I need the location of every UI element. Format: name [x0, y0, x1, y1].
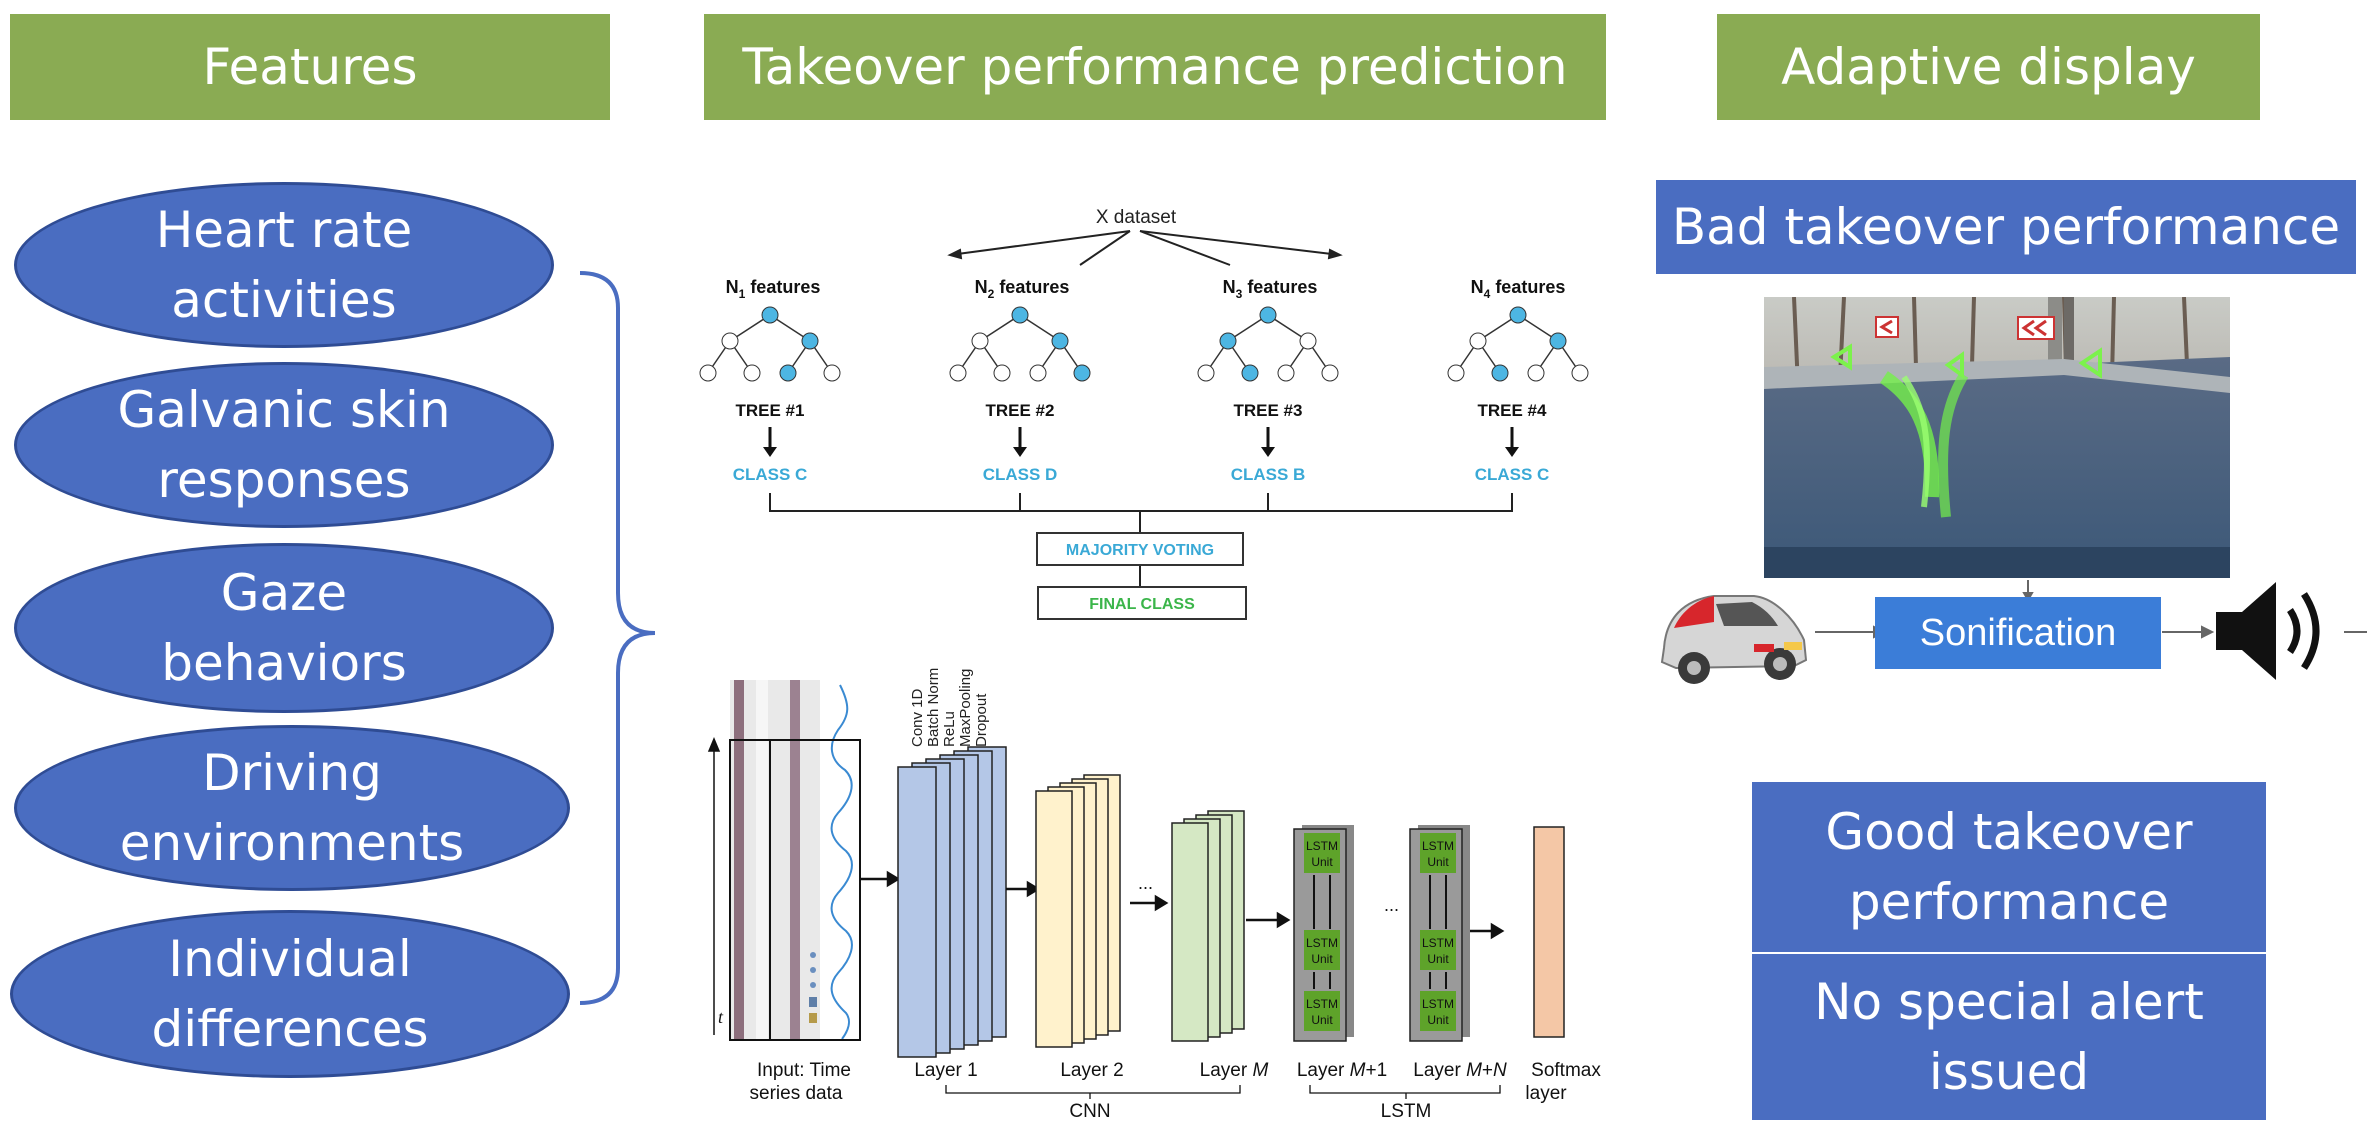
- lstm-block-1: LSTM Unit LSTM Unit LSTM Unit: [1293, 825, 1354, 1042]
- random-forest-diagram: X dataset N1 features TREE #1 CLASS C N2…: [699, 207, 1589, 620]
- layer-m-block: [1171, 810, 1245, 1042]
- group-brackets: [945, 1085, 1501, 1099]
- good-performance-box: Good takeover performance: [1752, 782, 2266, 952]
- header-prediction: Takeover performance prediction: [704, 14, 1606, 120]
- class-label: CLASS C: [1475, 465, 1550, 484]
- conv1d-label: Conv 1D: [909, 688, 926, 747]
- sonification-box: Sonification: [1875, 597, 2161, 669]
- lstm-unit-label: Unit: [1311, 855, 1333, 869]
- time-axis: [707, 737, 721, 1035]
- layer-2-label: Layer 2: [1060, 1060, 1123, 1081]
- tree-label: TREE #4: [1478, 401, 1548, 420]
- tree-2: N2 features TREE #2 CLASS D: [949, 277, 1091, 484]
- class-label: CLASS B: [1231, 465, 1306, 484]
- feature-label-line2: responses: [157, 451, 411, 509]
- lstm-unit-label: Unit: [1427, 1013, 1449, 1027]
- tree-label: TREE #1: [736, 401, 805, 420]
- lstm-unit-label: LSTM: [1306, 997, 1338, 1011]
- final-class-label: FINAL CLASS: [1089, 596, 1195, 613]
- feature-individual: Individual differences: [10, 910, 570, 1078]
- good-performance-label: Good takeover: [1825, 803, 2193, 861]
- no-alert-label: issued: [1928, 1043, 2090, 1101]
- feature-driving-env: Driving environments: [14, 725, 570, 891]
- lstm-block-2: LSTM Unit LSTM Unit LSTM Unit: [1409, 825, 1470, 1042]
- speaker-icon: [2216, 582, 2320, 680]
- lstm-unit-label: LSTM: [1306, 936, 1338, 950]
- tree-label: TREE #2: [986, 401, 1055, 420]
- layer-1-label: Layer 1: [914, 1060, 977, 1081]
- lstm-unit-label: LSTM: [1422, 839, 1454, 853]
- maxpooling-label: MaxPooling: [957, 669, 974, 747]
- dataset-label: X dataset: [1096, 207, 1177, 228]
- lstm-unit-label: LSTM: [1422, 997, 1454, 1011]
- tree-4: N4 features TREE #4 CLASS C: [1447, 277, 1589, 484]
- feature-label-line1: Heart rate: [155, 201, 413, 259]
- feature-label-line2: environments: [119, 814, 465, 872]
- good-performance-label: performance: [1848, 873, 2170, 931]
- dropout-label: Dropout: [973, 693, 990, 747]
- feature-label-line1: Galvanic skin: [117, 381, 451, 439]
- road-hud-image: [1764, 297, 2230, 578]
- class-label: CLASS C: [733, 465, 808, 484]
- no-alert-label: No special alert: [1814, 973, 2204, 1031]
- bad-performance-label: Bad takeover performance: [1671, 198, 2341, 256]
- class-label: CLASS D: [983, 465, 1058, 484]
- layer-m1-label: Layer M+1: [1297, 1060, 1387, 1081]
- lstm-unit-label: LSTM: [1306, 839, 1338, 853]
- tree-features-label: N4 features: [1471, 277, 1566, 301]
- cnn-lstm-diagram: t Conv 1D Batch Norm ReLu MaxPooling Dro…: [707, 668, 1601, 1122]
- lstm-unit-label: Unit: [1427, 855, 1449, 869]
- tree-features-label: N2 features: [975, 277, 1070, 301]
- tree-3: N3 features TREE #3 CLASS B: [1197, 277, 1339, 484]
- feature-gaze: Gaze behaviors: [14, 543, 554, 713]
- layer-dots-2: ...: [1384, 895, 1399, 915]
- input-label: series data: [750, 1083, 843, 1104]
- layer-2-block: [1035, 774, 1121, 1048]
- curly-brace: [579, 271, 656, 1005]
- sonification-label: Sonification: [1919, 611, 2117, 654]
- majority-voting-box: [1036, 532, 1244, 566]
- lstm-unit-label: Unit: [1311, 952, 1333, 966]
- feature-galvanic-skin: Galvanic skin responses: [14, 362, 554, 528]
- conv-operation-labels: Conv 1D Batch Norm ReLu MaxPooling Dropo…: [909, 668, 990, 747]
- input-timeseries: [729, 680, 861, 1041]
- tree-label: TREE #3: [1234, 401, 1303, 420]
- final-class-box: [1037, 586, 1247, 620]
- dataset-arrows: [947, 230, 1343, 266]
- input-label: Input: Time: [757, 1060, 851, 1081]
- batchnorm-label: Batch Norm: [925, 668, 942, 747]
- layer-1-block: [897, 746, 1007, 1058]
- feature-label-line1: Driving: [202, 744, 382, 802]
- softmax-label: layer: [1525, 1083, 1567, 1104]
- header-features: Features: [10, 14, 610, 120]
- tree-features-label: N3 features: [1223, 277, 1318, 301]
- cnn-group-label: CNN: [1069, 1101, 1110, 1122]
- feature-label-line2: behaviors: [161, 634, 407, 692]
- feature-label-line1: Gaze: [220, 564, 348, 622]
- majority-voting-label: MAJORITY VOTING: [1066, 542, 1214, 559]
- axis-t-label: t: [718, 1007, 724, 1027]
- feature-label-line2: differences: [151, 1000, 429, 1058]
- lstm-group-label: LSTM: [1381, 1101, 1432, 1122]
- tree-1: N1 features TREE #1 CLASS C: [699, 277, 841, 484]
- feature-heart-rate: Heart rate activities: [14, 182, 554, 348]
- lstm-unit-label: Unit: [1427, 952, 1449, 966]
- header-adaptive: Adaptive display: [1717, 14, 2260, 120]
- voting-connectors: [769, 493, 1513, 587]
- bad-performance-box: Bad takeover performance: [1656, 180, 2356, 274]
- layer-m-label: Layer M: [1200, 1060, 1269, 1081]
- softmax-label: Softmax: [1531, 1060, 1601, 1081]
- car-icon: [1660, 595, 1808, 684]
- feature-label-line1: Individual: [168, 930, 412, 988]
- relu-label: ReLu: [941, 711, 958, 747]
- feature-label-line2: activities: [171, 271, 397, 329]
- lstm-unit-label: Unit: [1311, 1013, 1333, 1027]
- no-alert-box: No special alert issued: [1752, 954, 2266, 1120]
- layer-dots-1: ...: [1138, 873, 1153, 893]
- softmax-block: [1533, 826, 1565, 1038]
- lstm-unit-label: LSTM: [1422, 936, 1454, 950]
- layer-mn-label: Layer M+N: [1413, 1060, 1507, 1081]
- tree-features-label: N1 features: [726, 277, 821, 301]
